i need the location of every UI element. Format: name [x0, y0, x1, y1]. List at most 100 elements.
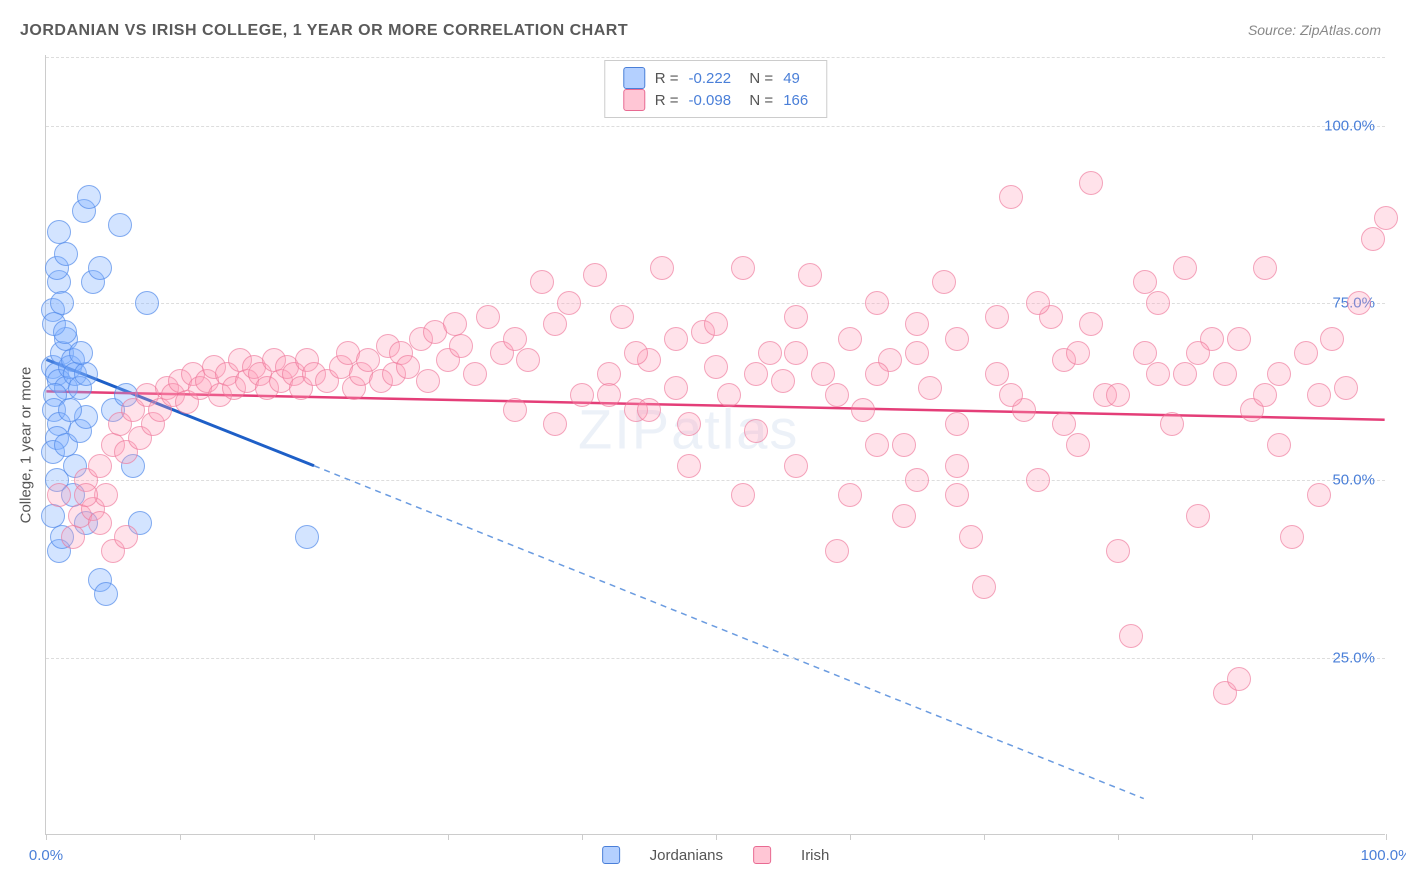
scatter-point [1280, 525, 1304, 549]
scatter-point [1026, 291, 1050, 315]
scatter-point [677, 454, 701, 478]
scatter-point [114, 525, 138, 549]
scatter-point [945, 483, 969, 507]
scatter-point [74, 362, 98, 386]
scatter-point [865, 362, 889, 386]
scatter-point [650, 256, 674, 280]
scatter-point [516, 348, 540, 372]
scatter-point [1307, 483, 1331, 507]
r-label: R = [655, 92, 679, 109]
scatter-point [94, 582, 118, 606]
scatter-point [945, 412, 969, 436]
scatter-point [88, 454, 112, 478]
gridline [46, 658, 1385, 659]
y-tick-label: 100.0% [1324, 117, 1375, 134]
scatter-point [637, 398, 661, 422]
legend-label-irish: Irish [801, 847, 829, 864]
scatter-point [704, 355, 728, 379]
source-attribution: Source: ZipAtlas.com [1248, 22, 1381, 38]
scatter-point [1334, 376, 1358, 400]
x-tick [582, 834, 583, 840]
scatter-point [543, 412, 567, 436]
scatter-point [784, 454, 808, 478]
scatter-point [798, 263, 822, 287]
scatter-point [664, 376, 688, 400]
y-tick-label: 50.0% [1332, 472, 1375, 489]
scatter-point [503, 327, 527, 351]
scatter-point [999, 185, 1023, 209]
scatter-point [1133, 270, 1157, 294]
scatter-point [744, 362, 768, 386]
scatter-point [985, 305, 1009, 329]
scatter-point [717, 383, 741, 407]
x-tick [850, 834, 851, 840]
scatter-point [1133, 341, 1157, 365]
scatter-point [69, 341, 93, 365]
scatter-point [476, 305, 500, 329]
scatter-point [356, 348, 380, 372]
scatter-point [892, 433, 916, 457]
scatter-point [1361, 227, 1385, 251]
x-tick [46, 834, 47, 840]
gridline [46, 57, 1385, 58]
scatter-point [1160, 412, 1184, 436]
x-tick [1386, 834, 1387, 840]
scatter-point [1253, 383, 1277, 407]
scatter-point [1227, 327, 1251, 351]
scatter-point [918, 376, 942, 400]
y-tick-label: 25.0% [1332, 649, 1375, 666]
scatter-point [704, 312, 728, 336]
n-label: N = [741, 70, 773, 87]
legend-row-irish: R = -0.098 N = 166 [623, 89, 808, 111]
correlation-legend: R = -0.222 N = 49 R = -0.098 N = 166 [604, 60, 827, 118]
scatter-point [905, 341, 929, 365]
scatter-point [449, 334, 473, 358]
scatter-point [58, 398, 82, 422]
swatch-blue-icon [623, 67, 645, 89]
scatter-point [1307, 383, 1331, 407]
scatter-point [77, 185, 101, 209]
scatter-point [838, 483, 862, 507]
scatter-point [416, 369, 440, 393]
scatter-point [88, 256, 112, 280]
scatter-point [463, 362, 487, 386]
x-tick [716, 834, 717, 840]
scatter-point [47, 483, 71, 507]
x-tick [1252, 834, 1253, 840]
scatter-point [744, 419, 768, 443]
scatter-point [503, 398, 527, 422]
scatter-point [838, 327, 862, 351]
r-value-irish: -0.098 [689, 92, 732, 109]
r-value-jordanians: -0.222 [689, 70, 732, 87]
x-tick [984, 834, 985, 840]
scatter-point [905, 312, 929, 336]
scatter-point [1267, 433, 1291, 457]
scatter-point [1320, 327, 1344, 351]
scatter-point [999, 383, 1023, 407]
scatter-point [1146, 362, 1170, 386]
scatter-point [985, 362, 1009, 386]
scatter-point [61, 525, 85, 549]
x-tick [448, 834, 449, 840]
scatter-point [1173, 362, 1197, 386]
scatter-point [1227, 667, 1251, 691]
n-label: N = [741, 92, 773, 109]
legend-row-jordanians: R = -0.222 N = 49 [623, 67, 808, 89]
scatter-point [530, 270, 554, 294]
scatter-point [624, 341, 648, 365]
gridline [46, 480, 1385, 481]
scatter-point [865, 291, 889, 315]
scatter-point [1119, 624, 1143, 648]
x-tick [180, 834, 181, 840]
scatter-point [610, 305, 634, 329]
scatter-point [1066, 341, 1090, 365]
x-tick [1118, 834, 1119, 840]
scatter-point [892, 504, 916, 528]
x-tick-label: 0.0% [29, 847, 63, 864]
scatter-point [1066, 433, 1090, 457]
scatter-point [108, 213, 132, 237]
r-label: R = [655, 70, 679, 87]
scatter-point [959, 525, 983, 549]
gridline [46, 303, 1385, 304]
scatter-point [825, 539, 849, 563]
